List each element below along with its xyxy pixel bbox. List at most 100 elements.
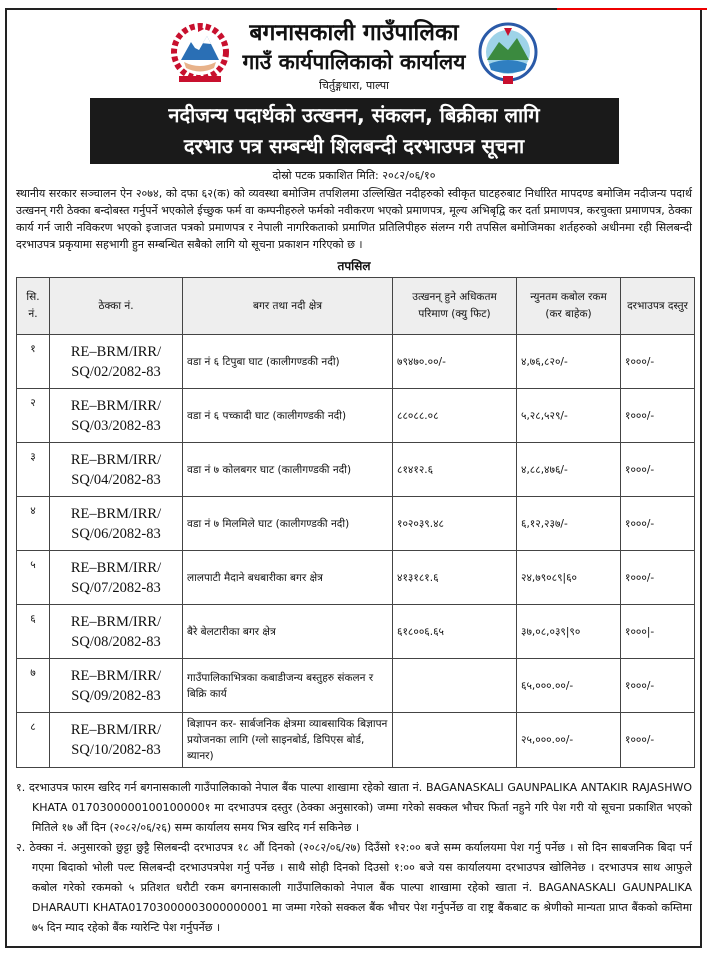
- table-row: ७ RE–BRM/IRR/SQ/09/2082-83 गाउँपालिकाभित्र…: [16, 658, 695, 713]
- cell-area: वडा नं ६ टिपुबा घाट (कालीगण्डकी नदी): [182, 334, 393, 389]
- cell-amount: ४,८८,४७६/-: [516, 442, 621, 497]
- sn-text: ७: [30, 667, 36, 679]
- cell-quantity: ४१३१८१.६: [392, 550, 517, 605]
- cell-amount: ३७,०८,०३९|९०: [516, 604, 621, 659]
- contract-no-line-1: RE–BRM/IRR/: [70, 343, 162, 360]
- cell-area: लालपाटी मैदाने बधबारीका बगर क्षेत्र: [182, 550, 393, 605]
- cell-area: बिज्ञापन कर- सार्बजनिक क्षेत्रमा व्याबसा…: [182, 712, 393, 768]
- amount-text: ४,८८,४७६/-: [521, 463, 568, 476]
- publish-date: दोस्रो पटक प्रकाशित मिति: २०८२/०६/१०: [272, 169, 436, 182]
- contract-no-line-2: SQ/02/2082-83: [71, 363, 161, 380]
- top-red-line: [557, 8, 707, 10]
- fee-text: १०००/-: [625, 571, 655, 584]
- contract-no-line-1: RE–BRM/IRR/: [70, 451, 162, 468]
- amount-text: ५,२८,५२९/-: [521, 409, 568, 422]
- cell-contract-no: RE–BRM/IRR/SQ/02/2082-83: [49, 334, 183, 389]
- header-contract: ठेक्का नं.: [49, 277, 183, 335]
- table-row: २ RE–BRM/IRR/SQ/03/2082-83 वडा नं ६ पच्काद…: [16, 388, 695, 443]
- cell-quantity: १०२०३९.४८: [392, 496, 517, 551]
- cell-sn: १: [16, 334, 50, 389]
- sn-text: ३: [30, 451, 36, 463]
- cell-quantity: ८१४१२.६: [392, 442, 517, 497]
- table-caption: तपसिल: [337, 259, 371, 273]
- notice-title: नदीजन्य पदार्थको उत्खनन, संकलन, बिक्रीका…: [89, 98, 619, 164]
- cell-sn: ८: [16, 712, 50, 768]
- municipality-name: बगनासकाली गाउँपालिका: [249, 20, 459, 46]
- cell-quantity: ७९४७०.००/-: [392, 334, 517, 389]
- area-text: बैरे बेलटारीका बगर क्षेत्र: [187, 625, 276, 638]
- cell-area: वडा नं ६ पच्कादी घाट (कालीगण्डकी नदी): [182, 388, 393, 443]
- quantity-text: ८८०८८.०८: [397, 409, 439, 422]
- cell-quantity: ६१८००६.६५: [392, 604, 517, 659]
- quantity-text: ४१३१८१.६: [397, 571, 439, 584]
- contract-no-line-1: RE–BRM/IRR/: [70, 397, 162, 414]
- fee-text: १०००|-: [625, 625, 655, 638]
- header-area: बगर तथा नदी क्षेत्र: [182, 277, 393, 335]
- sn-text: ४: [30, 505, 36, 517]
- cell-amount: ५,२८,५२९/-: [516, 388, 621, 443]
- fee-text: १०००/-: [625, 679, 655, 692]
- notice-header: बगनासकाली गाउँपालिका गाउँ कार्यपालिकाको …: [16, 18, 692, 94]
- fee-text: १०००/-: [625, 734, 655, 746]
- table-row: ५ RE–BRM/IRR/SQ/07/2082-83 लालपाटी मैदाने …: [16, 550, 695, 605]
- area-text: वडा नं ६ टिपुबा घाट (कालीगण्डकी नदी): [187, 355, 340, 368]
- amount-text: २४,७९०८९|६०: [521, 571, 578, 584]
- cell-contract-no: RE–BRM/IRR/SQ/03/2082-83: [49, 388, 183, 443]
- area-text: बिज्ञापन कर- सार्बजनिक क्षेत्रमा व्याबसा…: [187, 718, 388, 762]
- office-name: गाउँ कार्यपालिकाको कार्यालय: [242, 50, 466, 74]
- cell-contract-no: RE–BRM/IRR/SQ/09/2082-83: [49, 658, 183, 713]
- cell-fee: १०००/-: [620, 496, 695, 551]
- cell-quantity: ८८०८८.०८: [392, 388, 517, 443]
- header-text: बगनासकाली गाउँपालिका गाउँ कार्यपालिकाको …: [243, 18, 466, 94]
- contract-no-line-2: SQ/07/2082-83: [71, 579, 161, 596]
- cell-amount: २५,०००.००/-: [516, 712, 621, 768]
- cell-amount: ४,७६,८२०/-: [516, 334, 621, 389]
- cell-contract-no: RE–BRM/IRR/SQ/08/2082-83: [49, 604, 183, 659]
- office-location: चिर्तुङ्गधारा, पाल्पा: [319, 79, 389, 92]
- cell-sn: ५: [16, 550, 50, 605]
- amount-text: ३७,०८,०३९|९०: [521, 625, 581, 638]
- title-line-1: नदीजन्य पदार्थको उत्खनन, संकलन, बिक्रीका…: [168, 103, 540, 127]
- cell-area: बैरे बेलटारीका बगर क्षेत्र: [182, 604, 393, 659]
- contract-no-line-2: SQ/04/2082-83: [71, 471, 161, 488]
- contract-no-line-2: SQ/06/2082-83: [71, 525, 161, 542]
- area-text: वडा नं ७ मिलमिले घाट (कालीगण्डकी नदी): [187, 517, 350, 530]
- cell-amount: २४,७९०८९|६०: [516, 550, 621, 605]
- table-row: ६ RE–BRM/IRR/SQ/08/2082-83 बैरे बेलटारीका …: [16, 604, 695, 659]
- cell-contract-no: RE–BRM/IRR/SQ/06/2082-83: [49, 496, 183, 551]
- contract-no-line-2: SQ/08/2082-83: [71, 633, 161, 650]
- contract-no-line-1: RE–BRM/IRR/: [70, 722, 162, 738]
- cell-fee: १०००|-: [620, 604, 695, 659]
- contract-no-line-2: SQ/09/2082-83: [71, 687, 161, 704]
- sn-text: ८: [30, 721, 36, 733]
- area-text: वडा नं ६ पच्कादी घाट (कालीगण्डकी नदी): [187, 409, 347, 422]
- fee-text: १०००/-: [625, 355, 655, 368]
- amount-text: २५,०००.००/-: [521, 734, 574, 746]
- cell-area: वडा नं ७ कोलबगर घाट (कालीगण्डकी नदी): [182, 442, 393, 497]
- contracts-table: सि. नं. ठेक्का नं. बगर तथा नदी क्षेत्र उ…: [16, 277, 695, 768]
- contract-no-line-1: RE–BRM/IRR/: [70, 667, 162, 684]
- table-row: ४ RE–BRM/IRR/SQ/06/2082-83 वडा नं ७ मिलमिल…: [16, 496, 695, 551]
- area-text: लालपाटी मैदाने बधबारीका बगर क्षेत्र: [187, 571, 323, 584]
- contract-no-line-2: SQ/03/2082-83: [71, 417, 161, 434]
- contract-no-line-1: RE–BRM/IRR/: [70, 505, 162, 522]
- header-amount: न्युनतम कबोल रकम (कर बाहेक): [516, 277, 621, 335]
- sn-text: १: [30, 343, 36, 355]
- fee-text: १०००/-: [625, 463, 655, 476]
- amount-text: ६५,०००.००/-: [521, 679, 574, 692]
- quantity-text: ८१४१२.६: [397, 463, 434, 476]
- cell-fee: १०००/-: [620, 442, 695, 497]
- cell-quantity: [392, 658, 517, 713]
- contract-no-line-2: SQ/10/2082-83: [71, 742, 161, 758]
- cell-sn: ६: [16, 604, 50, 659]
- quantity-text: ६१८००६.६५: [397, 625, 445, 638]
- sn-text: २: [30, 397, 36, 409]
- header-quantity: उत्खनन् हुने अधिकतम परिमाण (क्यु फिट): [392, 277, 517, 335]
- quantity-text: ७९४७०.००/-: [397, 355, 446, 368]
- cell-sn: २: [16, 388, 50, 443]
- notes-section: १. दरभाउपत्र फारम खरिद गर्न बगनासकाली गा…: [16, 778, 692, 938]
- intro-paragraph: स्थानीय सरकार सञ्चालन ऐन २०७४, को दफा ६२…: [16, 187, 692, 251]
- municipality-logo-icon: [478, 22, 538, 84]
- cell-sn: ३: [16, 442, 50, 497]
- amount-text: ६,१२,२३७/-: [521, 517, 568, 530]
